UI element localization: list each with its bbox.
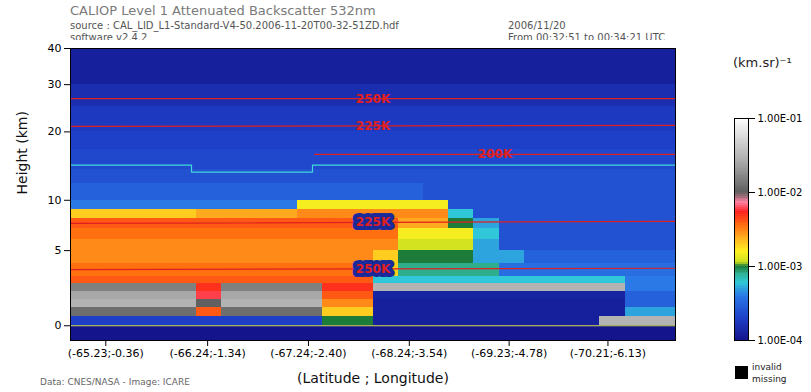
html-text:invalid: invalid [752,362,782,372]
svg-text:Height (km): Height (km) [14,111,30,194]
html-text:source : CAL_LID_L1-Standard-V: source : CAL_LID_L1-Standard-V4-50.2006-… [70,20,399,31]
html-text:CALIOP Level 1 Attenuated Back: CALIOP Level 1 Attenuated Backscatter 53… [70,3,376,18]
svg-text:200K: 200K [478,147,513,161]
html-text:software v2.4.2: software v2.4.2 [70,32,148,43]
svg-text:250K: 250K [356,262,391,276]
svg-text:(-67.24;-2.40): (-67.24;-2.40) [270,347,346,360]
svg-text:1.00E-03: 1.00E-03 [758,261,803,272]
html-text:Data: CNES/NASA - Image: ICARE: Data: CNES/NASA - Image: ICARE [40,377,190,387]
svg-text:1.00E-02: 1.00E-02 [758,187,803,198]
svg-text:(-69.23;-4.78): (-69.23;-4.78) [471,347,547,360]
svg-text:(-70.21;-6.13): (-70.21;-6.13) [570,347,646,360]
svg-text:250K: 250K [356,92,391,106]
svg-text:(Latitude ; Longitude): (Latitude ; Longitude) [297,370,449,386]
svg-text:20: 20 [48,125,62,138]
html-text:From 00:32:51 to 00:34:21 UTC: From 00:32:51 to 00:34:21 UTC [508,32,666,43]
html-text:missing: missing [752,374,787,384]
svg-text:1.00E-04: 1.00E-04 [758,335,803,346]
svg-text:30: 30 [48,78,62,91]
html-text:2006/11/20: 2006/11/20 [508,20,566,31]
svg-text:40: 40 [48,42,62,55]
svg-text:(-66.24;-1.34): (-66.24;-1.34) [170,347,246,360]
svg-text:(-65.23;-0.36): (-65.23;-0.36) [68,347,144,360]
svg-text:5: 5 [55,244,62,257]
svg-text:1.00E-01: 1.00E-01 [758,113,803,124]
svg-text:225K: 225K [356,119,391,133]
svg-text:10: 10 [48,194,62,207]
svg-text:(-68.24;-3.54): (-68.24;-3.54) [371,347,447,360]
svg-text:225K: 225K [356,215,391,229]
svg-text:0: 0 [55,319,62,332]
html-text:(km.sr)⁻¹: (km.sr)⁻¹ [733,55,792,70]
